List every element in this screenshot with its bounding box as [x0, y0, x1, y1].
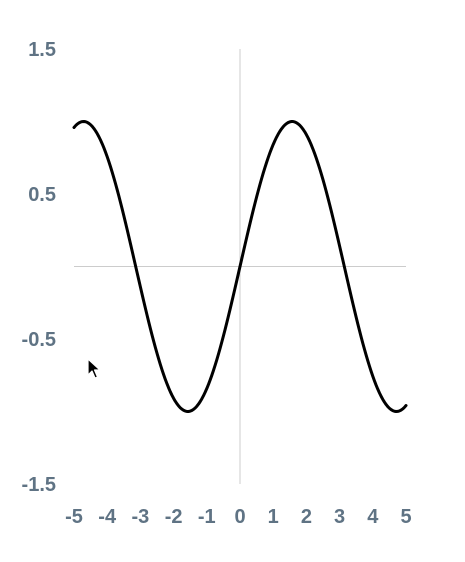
x-tick-label: -3: [132, 506, 150, 528]
x-tick-label: -4: [98, 506, 117, 528]
x-tick-label: 0: [234, 506, 245, 528]
x-tick-label: -5: [65, 506, 83, 528]
x-tick-label: 3: [334, 506, 345, 528]
y-tick-label: 1.5: [28, 39, 56, 61]
x-tick-label: -1: [198, 506, 216, 528]
mouse-cursor-icon: [87, 358, 101, 380]
y-tick-label: -0.5: [22, 329, 56, 351]
y-tick-label: -1.5: [22, 474, 56, 496]
x-tick-label: 1: [268, 506, 279, 528]
x-tick-label: 2: [301, 506, 312, 528]
x-tick-label: -2: [165, 506, 183, 528]
x-tick-label: 5: [400, 506, 411, 528]
y-tick-label: 0.5: [28, 184, 56, 206]
x-tick-label: 4: [367, 506, 379, 528]
